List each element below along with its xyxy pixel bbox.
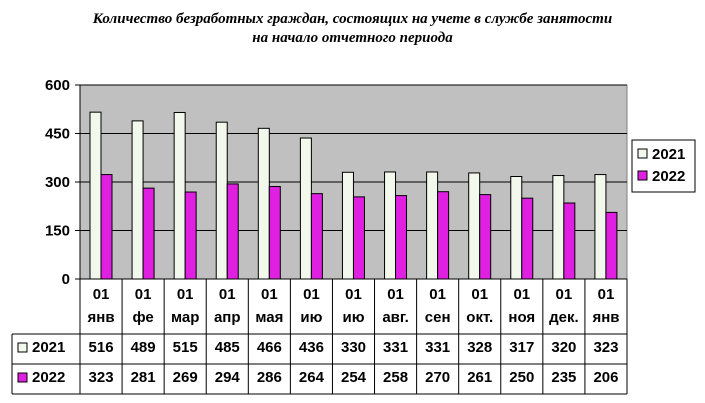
legend-label: 2021 [652, 146, 685, 163]
bar-2022 [310, 193, 323, 280]
bar-2021 [215, 121, 228, 280]
bar-2022 [226, 183, 239, 280]
bar-2021 [594, 174, 607, 280]
bar-2021 [384, 171, 397, 280]
bar-2022 [268, 186, 281, 280]
table-legend-key [17, 372, 28, 383]
x-tick-label-month: сен [425, 309, 451, 326]
data-label-2022: 286 [257, 369, 282, 386]
bar-2021 [173, 111, 186, 280]
legend-label: 2022 [652, 168, 685, 185]
data-label-2021: 466 [257, 339, 282, 356]
x-tick-label-month: ию [300, 309, 322, 326]
x-tick-label-month: фе [132, 309, 153, 326]
data-label-2022: 206 [593, 369, 618, 386]
data-label-2021: 320 [551, 339, 576, 356]
x-tick-label-day: 01 [93, 286, 110, 303]
y-tick-label: 150 [45, 223, 70, 240]
data-label-2022: 250 [509, 369, 534, 386]
x-tick-label-day: 01 [387, 286, 404, 303]
x-tick-label-month: окт. [466, 309, 493, 326]
bar-2021 [89, 111, 102, 280]
x-tick-label-month: дек. [549, 309, 579, 326]
data-label-2021: 328 [467, 339, 492, 356]
x-tick-label-month: ноя [508, 309, 535, 326]
data-label-2022: 281 [131, 369, 156, 386]
bar-2022 [142, 187, 155, 280]
bar-2022 [184, 191, 197, 280]
x-tick-label-day: 01 [556, 286, 573, 303]
x-tick-label-month: апр [214, 309, 241, 326]
x-tick-label-day: 01 [598, 286, 615, 303]
bar-2022 [395, 195, 408, 280]
x-tick-label-month: янв [88, 309, 115, 326]
data-label-2022: 323 [89, 369, 114, 386]
bar-2021 [131, 120, 144, 280]
bar-2021 [257, 127, 270, 280]
x-tick-label-day: 01 [303, 286, 320, 303]
bar-2022 [479, 194, 492, 280]
x-tick-label-day: 01 [345, 286, 362, 303]
table-legend-key [17, 342, 28, 353]
x-tick-label-day: 01 [513, 286, 530, 303]
bar-2021 [426, 171, 439, 280]
data-label-2021: 331 [383, 339, 408, 356]
bar-2021 [299, 137, 312, 280]
data-label-2022: 258 [383, 369, 408, 386]
data-label-2021: 515 [173, 339, 198, 356]
y-tick-label: 0 [62, 271, 70, 288]
x-tick-label-month: авг. [382, 309, 408, 326]
x-tick-label-month: ию [342, 309, 364, 326]
chart-title: Количество безработных граждан, состоящи… [0, 10, 705, 48]
bar-2022 [521, 197, 534, 280]
data-label-2021: 489 [131, 339, 156, 356]
data-label-2021: 516 [89, 339, 114, 356]
table-series-name: 2022 [32, 369, 65, 386]
x-tick-label-day: 01 [135, 286, 152, 303]
data-label-2022: 254 [341, 369, 367, 386]
bar-2021 [341, 171, 354, 280]
bar-2021 [468, 172, 481, 280]
data-label-2021: 323 [593, 339, 618, 356]
y-tick-label: 300 [45, 174, 70, 191]
data-label-2021: 317 [509, 339, 534, 356]
legend-key-2022 [637, 170, 648, 181]
legend-key-2021 [637, 148, 648, 159]
y-tick-label: 450 [45, 126, 70, 143]
y-tick-label: 600 [45, 77, 70, 94]
x-tick-label-day: 01 [219, 286, 236, 303]
data-label-2021: 330 [341, 339, 366, 356]
bar-2022 [563, 202, 576, 280]
data-label-2022: 264 [299, 369, 325, 386]
bar-2022 [605, 211, 618, 280]
data-label-2022: 269 [173, 369, 198, 386]
bar-2021 [552, 175, 565, 280]
data-label-2022: 270 [425, 369, 450, 386]
bar-2022 [437, 191, 450, 280]
bar-2022 [100, 174, 113, 280]
x-tick-label-day: 01 [429, 286, 446, 303]
chart-title-line-2: на начало отчетного периода [252, 30, 453, 46]
x-tick-label-month: янв [592, 309, 619, 326]
bar-2021 [510, 176, 523, 280]
data-label-2022: 235 [551, 369, 576, 386]
x-tick-label-day: 01 [261, 286, 278, 303]
data-label-2021: 331 [425, 339, 450, 356]
table-series-name: 2021 [32, 339, 65, 356]
x-tick-label-day: 01 [471, 286, 488, 303]
x-tick-label-day: 01 [177, 286, 194, 303]
data-label-2022: 261 [467, 369, 492, 386]
bar-2022 [352, 196, 365, 280]
chart-title-line-1: Количество безработных граждан, состоящи… [92, 11, 613, 27]
data-label-2021: 485 [215, 339, 240, 356]
data-label-2022: 294 [215, 369, 241, 386]
x-tick-label-month: мая [255, 309, 283, 326]
x-tick-label-month: мар [171, 309, 199, 326]
data-label-2021: 436 [299, 339, 324, 356]
